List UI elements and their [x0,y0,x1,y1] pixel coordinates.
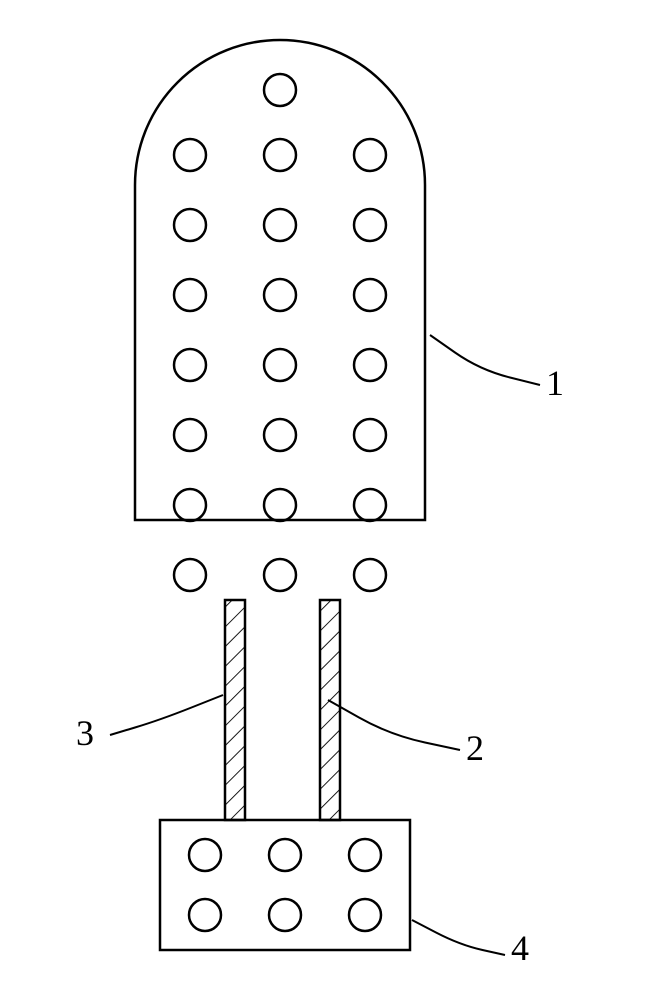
rod-right [320,600,340,820]
hole [264,349,296,381]
hole [264,74,296,106]
callout-label-2: 2 [466,728,484,768]
callout-leader-4 [412,920,505,955]
hole [264,209,296,241]
hole [174,489,206,521]
hole [349,899,381,931]
hole [354,489,386,521]
hole [174,419,206,451]
hole [174,279,206,311]
hole [264,489,296,521]
callout-label-3: 3 [76,713,94,753]
callout-leader-1 [430,335,540,385]
hole [174,349,206,381]
hole [354,279,386,311]
hole [269,899,301,931]
hole [189,899,221,931]
hole [174,139,206,171]
hole [264,139,296,171]
hole [264,279,296,311]
hole [354,209,386,241]
hole [189,839,221,871]
callout-label-1: 1 [546,363,564,403]
hole [354,139,386,171]
hole [269,839,301,871]
hole [264,419,296,451]
hole [354,419,386,451]
hole [354,559,386,591]
callout-label-4: 4 [511,928,529,968]
hole [174,209,206,241]
callout-leader-2 [328,700,460,750]
hole [264,559,296,591]
hole [354,349,386,381]
hole [349,839,381,871]
callout-leader-3 [110,695,223,735]
hole [174,559,206,591]
rod-left [225,600,245,820]
